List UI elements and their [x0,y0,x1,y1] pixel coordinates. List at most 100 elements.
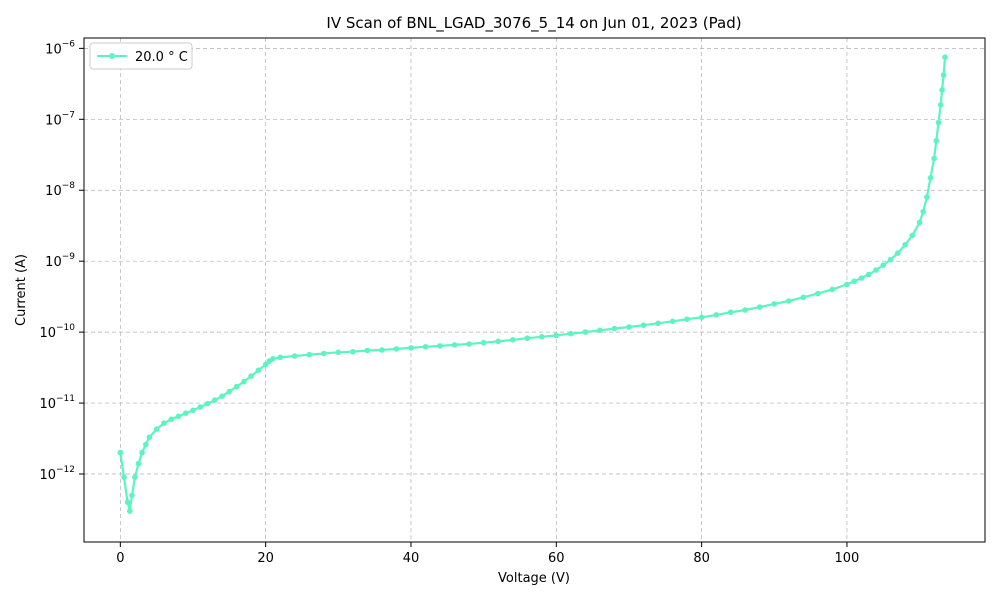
x-tick-label: 40 [403,551,420,566]
data-point [451,342,458,348]
data-point [495,338,502,345]
data-point [935,119,942,126]
data-point [335,349,342,356]
data-point [219,393,225,400]
y-tick-label: 10−6 [45,39,75,57]
data-point [655,320,661,327]
data-point [135,460,142,467]
legend-box [89,42,193,70]
data-point [865,271,872,278]
data-point [509,337,516,343]
data-point [241,378,247,385]
data-point [379,347,385,353]
data-point [364,347,371,354]
data-point [873,267,879,273]
data-point [437,343,443,349]
data-point [582,329,589,335]
data-point [895,250,901,256]
data-point [121,474,127,481]
x-axis-label: Voltage (V) [498,571,570,586]
data-point [255,367,262,374]
series-line [119,57,947,513]
data-point [909,232,916,239]
y-tick-label: 10−9 [45,252,75,270]
data-point [539,334,545,340]
data-point [786,298,792,304]
data-point [920,208,926,215]
data-point [937,102,944,108]
data-point [771,301,778,307]
data-point [597,327,603,334]
data-point [640,322,647,329]
data-point [829,286,836,293]
data-point [139,449,145,456]
data-point [129,492,135,499]
data-point [924,194,930,200]
data-point [146,434,153,441]
data-point [132,474,138,481]
data-point [306,351,313,358]
data-point [844,281,850,288]
data-point [291,353,298,359]
grid-lines [84,38,985,542]
data-point [568,330,574,337]
data-point [226,388,233,395]
legend: 20.0 ° C [89,42,193,70]
data-point [175,413,182,420]
data-point [480,339,487,346]
data-point [757,304,763,310]
data-point [204,400,211,407]
data-point [117,449,124,456]
data-point [248,373,254,379]
data-point [927,175,934,181]
data-point [466,341,472,347]
y-tick-label: 10−12 [39,465,75,483]
legend-series-swatch-marker [109,53,115,59]
y-tick-label: 10−11 [39,394,75,412]
data-point [182,410,189,417]
data-point [611,325,618,332]
data-point [153,426,160,432]
data-point [931,155,937,162]
legend-series-label: 20.0 ° C [135,50,188,65]
x-tick-label: 20 [257,551,274,566]
x-tick-label: 80 [693,551,710,566]
data-point [233,383,240,390]
y-axis-ticks: 10−12 10−11 10−10 10−9 10−8 10−7 10−6 [39,39,84,483]
data-point [524,335,530,342]
data-point [408,345,414,351]
data-point [940,72,947,78]
data-point [143,441,149,448]
data-point [168,416,174,423]
data-point [262,361,269,368]
data-point [277,354,284,361]
data-point [887,256,894,263]
data-point [161,420,167,427]
data-point [939,87,945,93]
data-point [270,356,276,362]
data-point [669,318,676,325]
data-point [880,262,887,268]
data-point [727,309,734,316]
data-point [742,307,748,313]
data-point [553,332,560,339]
data-point [350,348,356,355]
data-point [212,397,218,403]
data-point [942,54,948,60]
data-point [713,312,719,318]
y-tick-label: 10−10 [39,323,75,341]
data-point [933,137,940,144]
data-point [626,324,632,330]
x-axis-ticks: 0 20 40 60 80 100 [116,542,859,566]
data-point [197,404,204,410]
data-point [127,508,133,514]
data-point [698,314,705,321]
data-point [124,499,131,506]
series-layer [117,54,948,514]
chart-title: IV Scan of BNL_LGAD_3076_5_14 on Jun 01,… [326,14,741,33]
x-tick-label: 0 [116,551,124,566]
data-point [815,290,821,297]
y-tick-label: 10−7 [45,110,75,128]
data-point [858,275,865,281]
